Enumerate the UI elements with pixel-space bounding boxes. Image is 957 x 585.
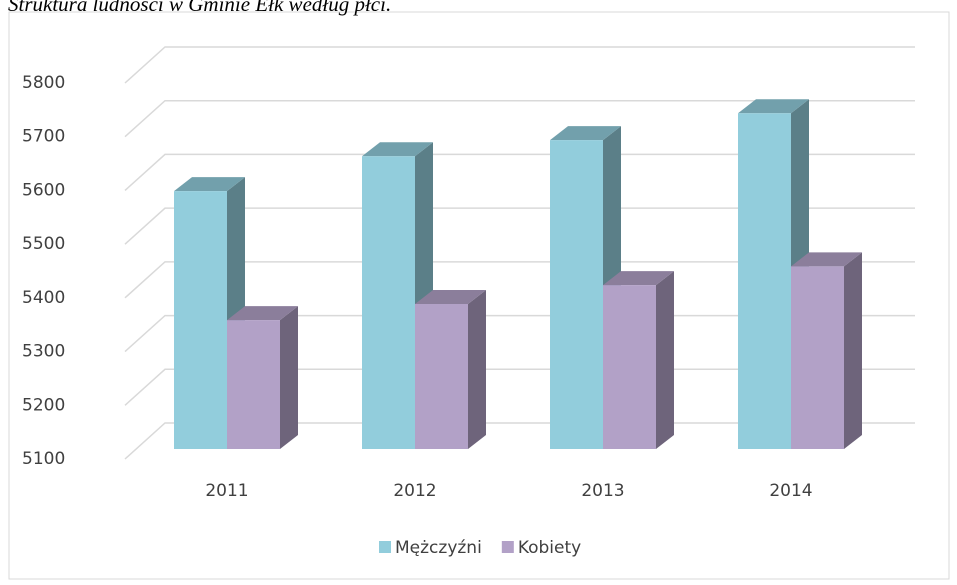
bar-front: [174, 191, 227, 449]
y-tick-label: 5800: [22, 73, 65, 93]
bar-top: [791, 252, 862, 267]
y-tick-label: 5600: [22, 180, 65, 200]
legend-label: Mężczyźni: [395, 538, 482, 558]
bar: [603, 271, 674, 449]
grid-line: [124, 207, 915, 245]
grid-line: [124, 46, 915, 84]
x-tick-label: 2014: [769, 481, 812, 501]
legend-swatch: [501, 541, 514, 553]
x-tick-label: 2012: [393, 481, 436, 501]
grid-line: [124, 153, 915, 191]
legend-label: Kobiety: [518, 538, 581, 558]
bar-front: [415, 303, 468, 449]
x-tick-label: 2011: [205, 481, 248, 501]
bar-top: [174, 177, 245, 192]
y-tick-label: 5100: [22, 449, 65, 469]
bar: [415, 289, 486, 449]
y-tick-label: 5700: [22, 127, 65, 147]
bar-side: [844, 252, 862, 449]
y-tick-label: 5400: [22, 288, 65, 308]
bar-front: [227, 320, 280, 449]
chart-title: Struktura ludności w Gminie Ełk według p…: [8, 0, 391, 16]
bar-top: [227, 306, 298, 321]
bar-side: [280, 306, 298, 449]
bar-front: [550, 140, 603, 449]
grid-line: [124, 261, 915, 299]
bar: [791, 252, 862, 449]
y-tick-label: 5200: [22, 395, 65, 415]
bar-side: [656, 271, 674, 449]
legend-swatch: [379, 541, 391, 553]
y-tick-label: 5300: [22, 342, 65, 362]
bar-top: [362, 142, 433, 157]
bar-top: [738, 99, 809, 114]
bar-front: [791, 266, 844, 449]
bar-front: [738, 113, 791, 450]
bar-top: [415, 289, 486, 304]
bar-top: [603, 271, 674, 286]
bar-side: [468, 289, 486, 449]
y-tick-label: 5500: [22, 234, 65, 254]
grid-line: [124, 99, 915, 138]
bar-front: [603, 285, 656, 449]
bar-front: [362, 156, 415, 449]
bar-top: [550, 126, 621, 141]
bar: [227, 306, 298, 449]
x-tick-label: 2013: [581, 481, 624, 501]
